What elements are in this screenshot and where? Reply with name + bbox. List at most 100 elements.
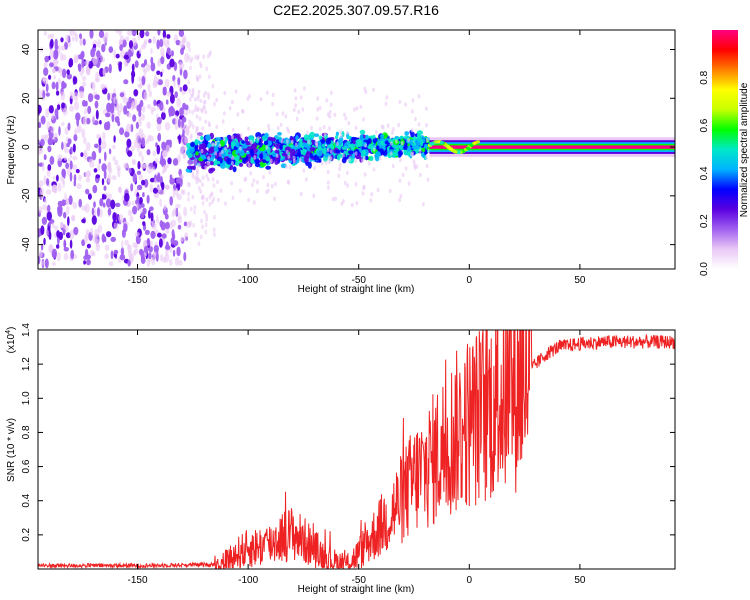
noise-blob [70, 146, 73, 155]
noise-blob [90, 227, 93, 236]
noise-blob [66, 73, 73, 80]
signal-blob [380, 134, 385, 139]
noise-blob [81, 58, 85, 69]
noise-blob [138, 76, 142, 83]
noise-blob [184, 104, 189, 111]
noise-blob [211, 83, 215, 89]
signal-blob [426, 137, 429, 143]
colorbar-ticks: 0.0 0.2 0.4 0.6 0.8 [699, 70, 710, 276]
noise-blob [188, 88, 192, 94]
signal-blob [236, 112, 240, 117]
noise-blob [176, 177, 181, 184]
x-tick-label: 0 [467, 275, 473, 286]
noise-blob [196, 55, 200, 61]
noise-blob [201, 125, 205, 131]
y-tick-label: 1.4 [21, 323, 32, 337]
noise-blob [65, 198, 69, 206]
noise-blob [178, 134, 181, 145]
noise-blob [168, 107, 172, 118]
noise-blob [52, 68, 56, 74]
noise-blob [103, 122, 109, 131]
noise-blob [193, 96, 197, 102]
signal-blob [199, 189, 203, 194]
noise-blob [141, 137, 145, 148]
noise-blob [179, 107, 184, 117]
tone-blob [465, 146, 471, 150]
noise-blob [191, 109, 195, 115]
noise-blob [68, 59, 72, 68]
signal-blob [415, 144, 420, 150]
noise-blob [150, 109, 154, 115]
noise-blob [95, 109, 99, 120]
noise-blob [103, 185, 107, 191]
noise-blob [43, 237, 46, 246]
noise-blob [123, 79, 129, 85]
noise-blob [76, 125, 82, 133]
signal-blob [348, 157, 351, 162]
signal-blob [401, 172, 405, 178]
noise-blob [98, 30, 105, 38]
signal-blob [307, 161, 312, 169]
signal-blob [238, 149, 245, 157]
noise-blob [92, 56, 98, 66]
signal-blob [315, 116, 319, 121]
signal-blob [328, 126, 331, 131]
noise-blob [161, 141, 167, 151]
signal-blob [274, 160, 279, 165]
signal-blob [267, 127, 271, 132]
noise-blob [119, 254, 126, 261]
signal-blob [289, 148, 296, 155]
snr-panel: -150 -100 -50 0 50 0.2 0.4 0.6 0.8 1.0 1.2 1.4 Hei… [5, 323, 676, 595]
signal-blob [359, 129, 366, 135]
noise-blob [187, 191, 191, 197]
noise-blob [130, 124, 134, 133]
noise-blob [157, 132, 162, 142]
signal-blob [190, 141, 195, 148]
signal-blob [310, 125, 313, 131]
signal-blob [309, 152, 313, 159]
signal-blob [297, 149, 301, 156]
noise-blob [71, 215, 75, 221]
noise-blob [110, 236, 116, 242]
signal-blob [252, 178, 256, 183]
noise-blob [128, 40, 134, 49]
signal-blob [367, 161, 371, 166]
noise-blob [150, 230, 156, 239]
signal-blob [355, 106, 359, 111]
signal-blob [200, 148, 204, 154]
signal-blob [215, 160, 221, 165]
signal-blob [399, 157, 402, 163]
noise-blob [69, 30, 74, 37]
signal-blob [281, 111, 285, 116]
noise-blob [69, 160, 73, 170]
noise-blob [127, 49, 133, 58]
signal-blob [292, 107, 296, 113]
signal-blob [407, 146, 412, 152]
noise-blob [58, 126, 61, 136]
signal-blob [286, 139, 289, 144]
noise-blob [90, 48, 95, 58]
noise-blob [188, 97, 192, 102]
noise-blob [183, 251, 187, 262]
noise-blob [49, 62, 55, 68]
signal-blob [232, 166, 237, 173]
signal-blob [395, 139, 398, 144]
signal-blob [337, 173, 341, 178]
y-tick-label: -20 [21, 188, 32, 203]
signal-blob [301, 107, 305, 112]
signal-blob [268, 170, 272, 175]
noise-blob [107, 207, 112, 216]
noise-blob [85, 176, 91, 183]
noise-blob [164, 39, 170, 49]
noise-blob [95, 174, 101, 179]
signal-blob [279, 145, 283, 151]
noise-blob [38, 228, 41, 238]
signal-blob [221, 149, 224, 155]
signal-blob [318, 158, 322, 163]
heatmap-region [185, 86, 433, 208]
x-tick-label: 50 [574, 275, 586, 286]
noise-blob [144, 229, 150, 236]
signal-blob [231, 160, 234, 166]
noise-blob [160, 154, 164, 165]
signal-blob [375, 151, 381, 158]
